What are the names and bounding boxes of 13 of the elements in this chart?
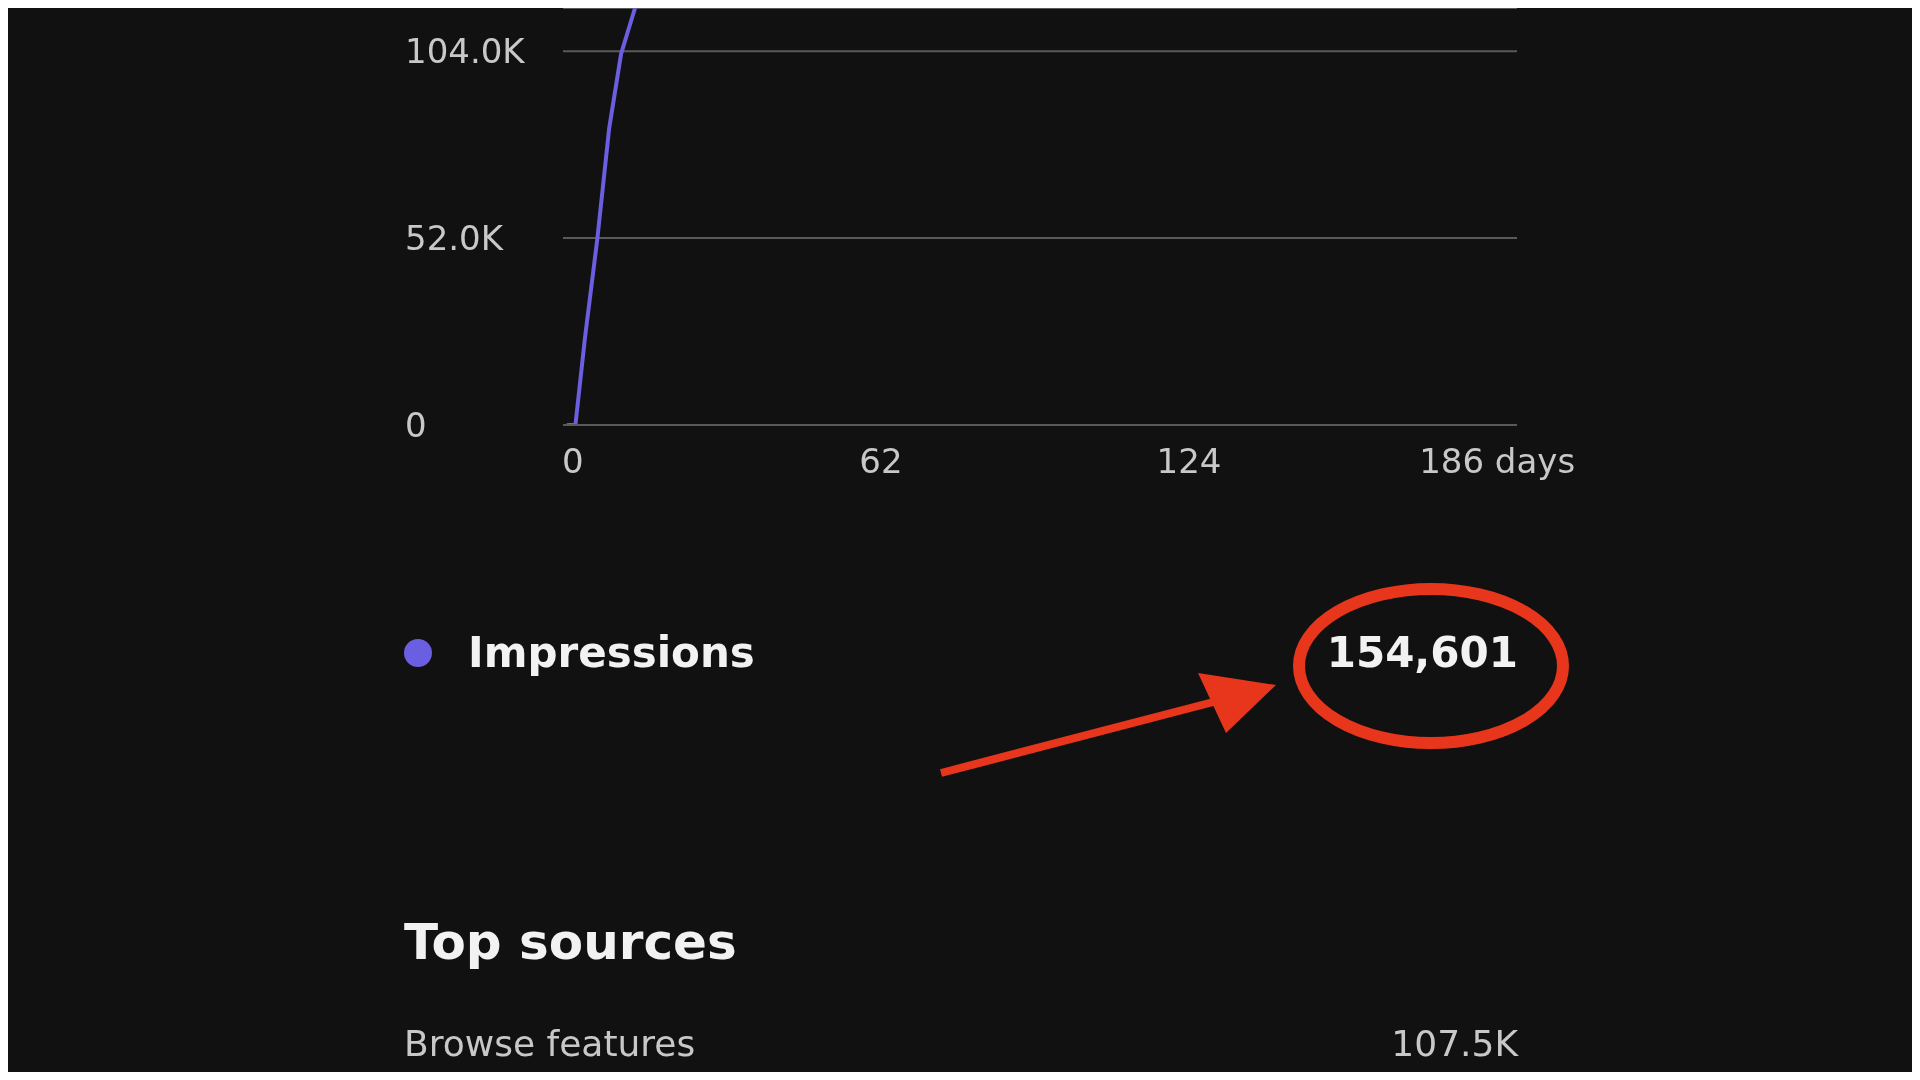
y-tick-label: 52.0K bbox=[405, 218, 505, 259]
legend-label: Impressions bbox=[468, 628, 755, 677]
x-tick-label: 0 bbox=[562, 441, 584, 482]
x-tick-label: 124 bbox=[1156, 441, 1222, 482]
text: 154,601 bbox=[1326, 628, 1518, 677]
x-tick-label: 62 bbox=[859, 441, 903, 482]
text: Top sources bbox=[404, 913, 737, 971]
text: 107.5K bbox=[1391, 1023, 1518, 1064]
y-tick-label: 104.0K bbox=[405, 31, 527, 72]
x-tick-label: 186 days bbox=[1419, 441, 1576, 482]
text: Browse features bbox=[404, 1023, 696, 1064]
y-tick-label: 0 bbox=[405, 405, 427, 445]
line-series bbox=[565, 8, 638, 425]
